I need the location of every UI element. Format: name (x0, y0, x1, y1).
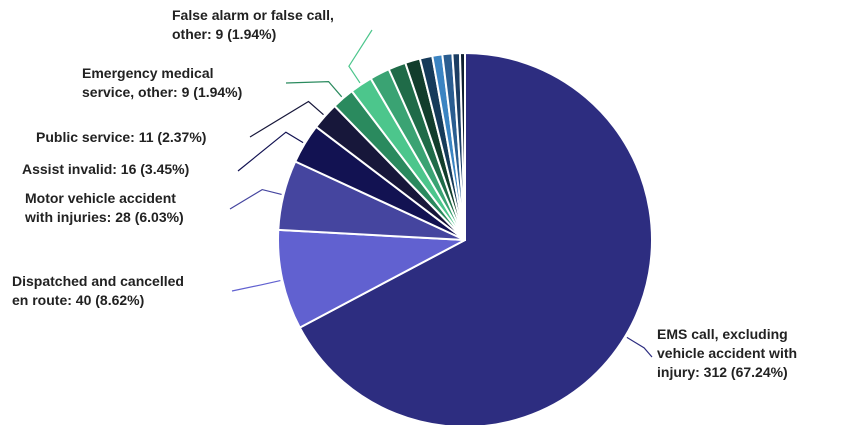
pie-slice (458, 52, 466, 241)
slice-label: Emergency medical service, other: 9 (1.94… (82, 65, 242, 100)
slice-label: Dispatched and cancelled en route: 40 (8.… (12, 273, 184, 308)
pie-slice (298, 52, 653, 425)
slice-label-line: with injuries: 28 (6.03%) (24, 209, 184, 225)
slice-label-line: Assist invalid: 16 (3.45%) (22, 161, 189, 177)
slice-label-line: Dispatched and cancelled (12, 273, 184, 289)
slice-label: False alarm or false call, other: 9 (1.94… (172, 7, 334, 42)
slice-label-line: service, other: 9 (1.94%) (82, 84, 242, 100)
slice-label-line: False alarm or false call, (172, 7, 334, 23)
leader-line (626, 336, 653, 358)
leader-line (249, 100, 324, 138)
slice-label-line: other: 9 (1.94%) (172, 26, 276, 42)
slice-label: Motor vehicle accident with injuries: 28 … (24, 190, 184, 225)
slice-label: Assist invalid: 16 (3.45%) (22, 161, 189, 177)
leader-line (231, 280, 281, 292)
slice-label-line: Public service: 11 (2.37%) (36, 129, 206, 145)
slice-label-line: Motor vehicle accident (25, 190, 176, 206)
leader-line (285, 80, 343, 98)
leader-line (348, 29, 373, 84)
slice-label-line: EMS call, excluding (657, 326, 788, 342)
slice-label: EMS call, excluding vehicle accident with… (657, 326, 797, 380)
pie-slice (276, 228, 466, 329)
pie-slices (276, 52, 653, 425)
slice-label-line: vehicle accident with (657, 345, 797, 361)
slice-label-line: en route: 40 (8.62%) (12, 292, 144, 308)
slice-label-line: Emergency medical (82, 65, 214, 81)
slice-labels: EMS call, excluding vehicle accident with… (12, 7, 797, 380)
leader-lines (229, 29, 653, 358)
leader-line (237, 131, 304, 172)
leader-line (229, 188, 282, 210)
slice-label-line: injury: 312 (67.24%) (657, 364, 788, 380)
slice-label: Public service: 11 (2.37%) (36, 129, 206, 145)
